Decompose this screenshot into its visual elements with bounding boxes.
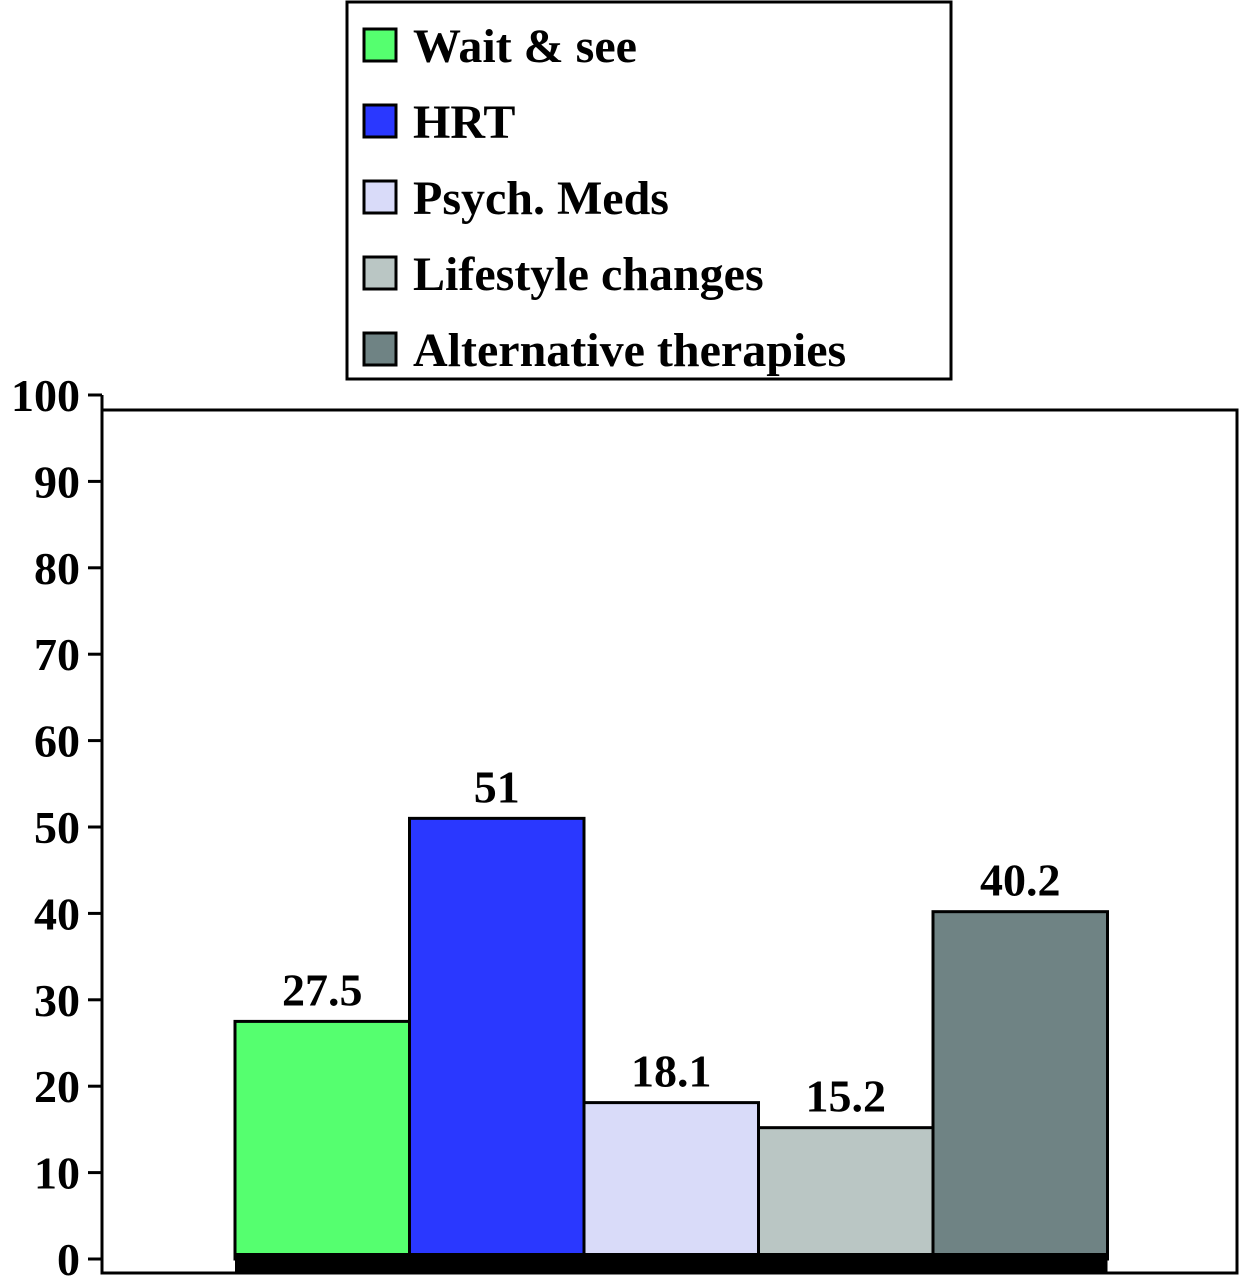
data-label-wait-see: 27.5 [282,964,363,1015]
legend-label: HRT [413,96,515,149]
y-tick-label: 40 [34,888,80,939]
y-tick-label: 90 [34,456,80,507]
y-tick-label: 100 [11,370,80,421]
y-tick-label: 70 [34,629,80,680]
bar-wait-see [233,1019,411,1261]
y-tick-label: 30 [34,975,80,1026]
bar-lifestyle-changes [757,1126,935,1261]
y-tick-label: 10 [34,1148,80,1199]
baseline-bar [235,1253,1108,1273]
y-tick-label: 20 [34,1061,80,1112]
legend-label: Wait & see [413,20,637,73]
legend-label: Alternative therapies [413,324,846,377]
bars [233,816,1109,1261]
data-label-lifestyle-changes: 15.2 [806,1071,887,1122]
legend-swatch [362,331,398,367]
bar-alternative-therapies [931,910,1109,1261]
legend-label: Psych. Meds [413,172,669,225]
y-tick-label: 60 [34,716,80,767]
data-label-psych-meds: 18.1 [631,1046,712,1097]
legend-item-psych-meds: Psych. Meds [362,172,669,225]
legend-item-wait-see: Wait & see [362,20,637,73]
bar-hrt [408,816,586,1261]
legend-swatch [362,27,398,63]
y-tick-label: 50 [34,802,80,853]
y-tick-label: 80 [34,543,80,594]
data-labels: 27.5 51 18.1 15.2 40.2 [282,761,1061,1121]
legend-item-hrt: HRT [362,96,515,149]
data-label-alternative-therapies: 40.2 [980,855,1061,906]
legend-box [345,0,953,381]
y-axis: 0 10 20 30 40 50 60 70 80 90 100 [11,370,104,1280]
legend-swatch [362,179,398,215]
y-tick-label: 0 [57,1234,80,1280]
legend: Wait & see HRT Psych. Meds Lifestyle change… [345,0,953,381]
data-label-hrt: 51 [474,761,520,812]
legend-label: Lifestyle changes [413,248,764,301]
bar-psych-meds [582,1101,760,1261]
legend-swatch [362,255,398,291]
legend-item-alternative-therapies: Alternative therapies [362,324,846,377]
legend-item-lifestyle-changes: Lifestyle changes [362,248,764,301]
legend-swatch [362,103,398,139]
